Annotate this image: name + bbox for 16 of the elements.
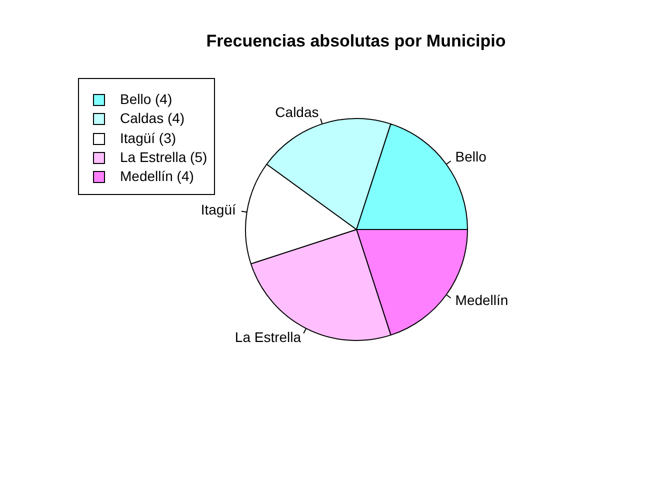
data-label: (4) [155, 90, 172, 107]
legend-label: Medellín [120, 168, 173, 184]
slice-label: Caldas [275, 104, 319, 120]
data-label: (4) [167, 110, 185, 126]
legend-label: Bello [120, 90, 152, 107]
data-label: (3) [158, 130, 176, 146]
slice-label: Bello [455, 148, 487, 165]
data-label: (5) [190, 148, 208, 165]
legend-label: Itagüí [120, 130, 156, 146]
data-label: (4) [176, 168, 194, 184]
slice-label: La Estrella [234, 329, 302, 346]
slice-label: Medellín [455, 292, 508, 308]
legend-label: La Estrella [120, 148, 186, 165]
legend-label: Caldas [120, 110, 164, 126]
chart-title: Frecuencias absolutas por Municipio [206, 32, 506, 51]
slice-label: Itagüí [200, 201, 236, 218]
